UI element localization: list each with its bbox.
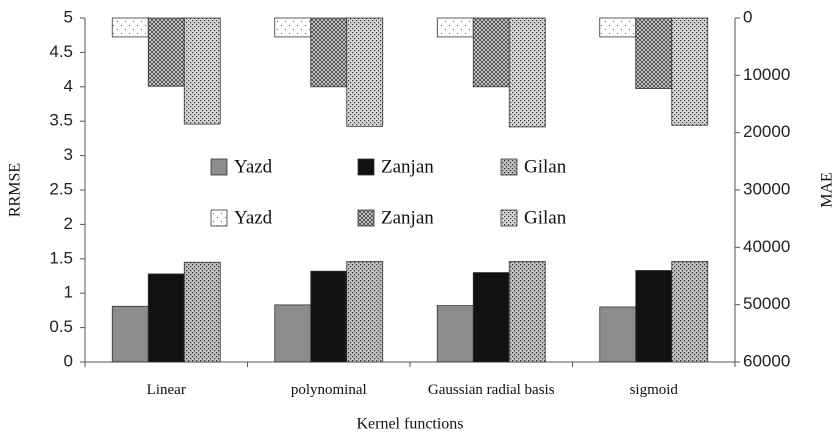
y-tick-label: 2.5 bbox=[49, 179, 73, 198]
bar bbox=[310, 270, 348, 363]
bar bbox=[183, 17, 221, 125]
legend-swatch bbox=[357, 158, 375, 176]
y-tick-label: 1.5 bbox=[49, 248, 73, 267]
x-tick-label: polynominal bbox=[290, 382, 367, 398]
bar bbox=[147, 273, 185, 363]
bar bbox=[599, 306, 637, 363]
x-tick-label-box: Gaussian radial basis bbox=[427, 382, 555, 398]
legend-label: Yazd bbox=[234, 156, 273, 177]
bar bbox=[436, 305, 474, 363]
x-tick-label: Linear bbox=[146, 382, 186, 398]
bar bbox=[111, 305, 149, 363]
x-tick-label: Gaussian radial basis bbox=[427, 382, 555, 398]
bar bbox=[508, 17, 546, 128]
bar bbox=[472, 272, 510, 363]
y-tick-label: 3 bbox=[64, 145, 73, 164]
x-tick-label: sigmoid bbox=[629, 382, 678, 398]
legend-swatch bbox=[500, 209, 518, 227]
bar bbox=[310, 17, 348, 88]
bar bbox=[436, 17, 474, 38]
legend-swatch bbox=[210, 209, 228, 227]
y-tick-label: 0 bbox=[64, 351, 73, 370]
y2-tick-label: 0 bbox=[743, 7, 752, 26]
y2-tick-label: 60000 bbox=[743, 351, 790, 370]
legend-swatch bbox=[357, 209, 375, 227]
x-tick-label-box: polynominal bbox=[290, 382, 367, 398]
bar bbox=[346, 261, 384, 363]
y2-axis-title: MAE bbox=[819, 172, 836, 208]
legend-label: Zanjan bbox=[381, 207, 434, 228]
y-tick-label: 2 bbox=[64, 214, 73, 233]
legend-label: Yazd bbox=[234, 207, 273, 228]
bar bbox=[147, 17, 185, 87]
y-tick-label: 5 bbox=[64, 7, 73, 26]
bar bbox=[472, 17, 510, 88]
y-tick-label: 1 bbox=[64, 283, 73, 302]
y-tick-label: 4 bbox=[64, 76, 73, 95]
y2-tick-label: 10000 bbox=[743, 65, 790, 84]
bar bbox=[635, 17, 673, 89]
x-tick-label-box: Linear bbox=[146, 382, 186, 398]
x-tick-label-box: sigmoid bbox=[629, 382, 678, 398]
bar bbox=[274, 17, 312, 38]
legend-label: Zanjan bbox=[381, 156, 434, 177]
bar bbox=[635, 270, 673, 363]
legend-label: Gilan bbox=[524, 207, 567, 228]
y2-tick-label: 40000 bbox=[743, 237, 790, 256]
legend-swatch bbox=[210, 158, 228, 176]
legend-label: Gilan bbox=[524, 156, 567, 177]
bar bbox=[183, 261, 221, 363]
bar bbox=[346, 17, 384, 127]
bar bbox=[599, 17, 637, 38]
y-tick-label: 4.5 bbox=[49, 42, 73, 61]
bar bbox=[508, 261, 546, 363]
y2-tick-label: 30000 bbox=[743, 179, 790, 198]
y2-tick-label: 50000 bbox=[743, 294, 790, 313]
bar bbox=[671, 261, 709, 363]
x-axis-title: Kernel functions bbox=[356, 416, 463, 433]
y-axis-title: RRMSE bbox=[7, 163, 24, 217]
bar bbox=[111, 17, 149, 38]
y-tick-label: 3.5 bbox=[49, 111, 73, 130]
y-tick-label: 0.5 bbox=[49, 317, 73, 336]
bar bbox=[274, 304, 312, 363]
bar bbox=[671, 17, 709, 126]
legend-swatch bbox=[500, 158, 518, 176]
y2-tick-label: 20000 bbox=[743, 122, 790, 141]
